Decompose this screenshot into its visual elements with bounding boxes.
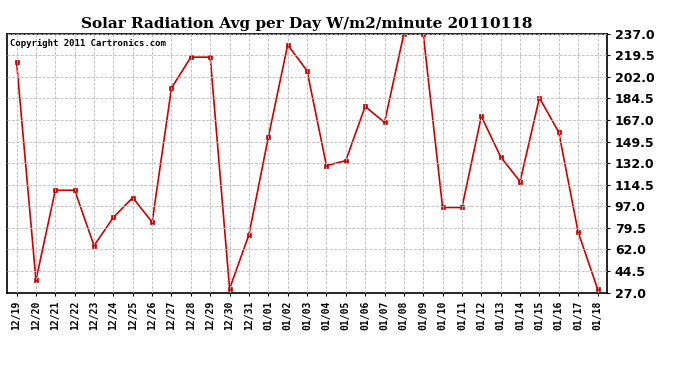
Title: Solar Radiation Avg per Day W/m2/minute 20110118: Solar Radiation Avg per Day W/m2/minute … <box>81 17 533 31</box>
Text: Copyright 2011 Cartronics.com: Copyright 2011 Cartronics.com <box>10 39 166 48</box>
